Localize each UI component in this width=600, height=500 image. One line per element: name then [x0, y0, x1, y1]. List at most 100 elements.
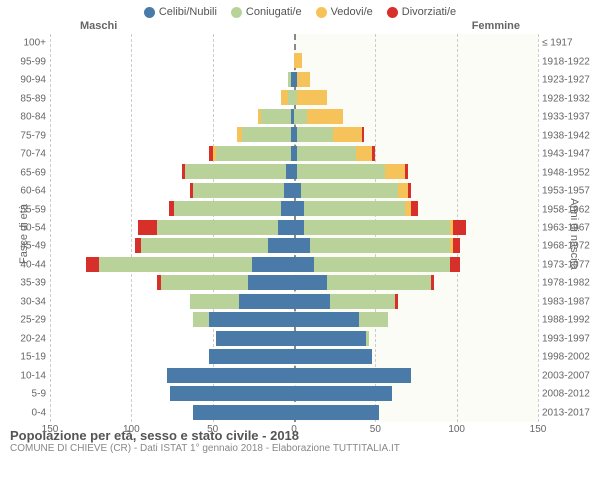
- bar-segment: [294, 53, 302, 68]
- legend-item: Divorziati/e: [387, 6, 456, 18]
- bar-segment: [294, 368, 411, 383]
- bar-segment: [193, 405, 294, 420]
- birth-year-label: ≤ 1917: [542, 38, 600, 49]
- x-tick-label: 150: [530, 424, 547, 435]
- bar-segment: [327, 275, 431, 290]
- birth-year-label: 1928-1932: [542, 93, 600, 104]
- birth-year-label: 2013-2017: [542, 407, 600, 418]
- bar-segment: [294, 109, 307, 124]
- bar-row: [50, 126, 538, 144]
- bar-segment: [86, 257, 99, 272]
- bar-female: [294, 146, 375, 161]
- bar-segment: [405, 164, 408, 179]
- age-label: 70-74: [0, 149, 46, 160]
- legend-swatch: [231, 7, 242, 18]
- bar-male: [170, 386, 294, 401]
- bar-male: [216, 331, 294, 346]
- bar-segment: [209, 349, 294, 364]
- legend-swatch: [316, 7, 327, 18]
- bar-female: [294, 183, 411, 198]
- age-label: 25-29: [0, 315, 46, 326]
- chart: Fasce di età Anni di nascita 100+95-9990…: [0, 34, 600, 422]
- age-label: 35-39: [0, 278, 46, 289]
- bar-segment: [362, 127, 364, 142]
- bar-female: [294, 312, 388, 327]
- bar-row: [50, 89, 538, 107]
- bar-female: [294, 405, 379, 420]
- bar-segment: [294, 257, 314, 272]
- legend-swatch: [144, 7, 155, 18]
- bar-row: [50, 293, 538, 311]
- bar-segment: [450, 257, 460, 272]
- x-tick-label: 0: [291, 424, 297, 435]
- bar-segment: [294, 294, 330, 309]
- age-label: 90-94: [0, 75, 46, 86]
- bar-female: [294, 386, 392, 401]
- bar-female: [294, 220, 466, 235]
- bar-segment: [281, 201, 294, 216]
- birth-year-label: 1968-1972: [542, 241, 600, 252]
- bar-segment: [398, 183, 408, 198]
- bar-segment: [297, 72, 310, 87]
- age-label: 0-4: [0, 407, 46, 418]
- plot-area: [50, 34, 538, 422]
- age-label: 55-59: [0, 204, 46, 215]
- bar-segment: [193, 312, 209, 327]
- birth-year-label: 1958-1962: [542, 204, 600, 215]
- x-tick-label: 150: [42, 424, 59, 435]
- bar-female: [294, 109, 343, 124]
- bar-segment: [356, 146, 372, 161]
- bar-segment: [366, 331, 369, 346]
- bar-male: [182, 164, 294, 179]
- bar-segment: [304, 220, 450, 235]
- bar-segment: [216, 331, 294, 346]
- age-label: 60-64: [0, 186, 46, 197]
- age-label: 95-99: [0, 56, 46, 67]
- bar-male: [209, 349, 294, 364]
- bar-segment: [252, 257, 294, 272]
- bar-female: [294, 275, 434, 290]
- bar-segment: [239, 294, 294, 309]
- bar-segment: [294, 405, 379, 420]
- legend-label: Divorziati/e: [402, 6, 456, 18]
- bar-row: [50, 274, 538, 292]
- bar-male: [193, 405, 294, 420]
- legend-label: Vedovi/e: [331, 6, 373, 18]
- bar-male: [190, 294, 294, 309]
- legend-label: Coniugati/e: [246, 6, 302, 18]
- bar-segment: [161, 275, 249, 290]
- age-label: 100+: [0, 38, 46, 49]
- bar-female: [294, 368, 411, 383]
- bar-segment: [330, 294, 395, 309]
- bar-male: [169, 201, 294, 216]
- bar-row: [50, 348, 538, 366]
- bar-segment: [157, 220, 277, 235]
- bar-segment: [294, 220, 304, 235]
- birth-year-label: 1923-1927: [542, 75, 600, 86]
- bar-row: [50, 404, 538, 422]
- bar-segment: [185, 164, 286, 179]
- bar-segment: [248, 275, 294, 290]
- bar-segment: [193, 183, 284, 198]
- bar-segment: [431, 275, 434, 290]
- birth-year-label: 2008-2012: [542, 389, 600, 400]
- bar-segment: [297, 146, 356, 161]
- bar-row: [50, 108, 538, 126]
- bar-female: [294, 294, 398, 309]
- bar-female: [294, 257, 460, 272]
- age-label: 50-54: [0, 223, 46, 234]
- age-label: 65-69: [0, 167, 46, 178]
- bar-segment: [294, 349, 372, 364]
- bar-male: [209, 146, 294, 161]
- bar-row: [50, 34, 538, 52]
- bar-segment: [453, 220, 466, 235]
- bar-segment: [216, 146, 291, 161]
- age-label: 5-9: [0, 389, 46, 400]
- bar-female: [294, 201, 418, 216]
- bar-segment: [170, 386, 294, 401]
- bar-female: [294, 53, 302, 68]
- bar-segment: [141, 238, 268, 253]
- bar-segment: [372, 146, 375, 161]
- bar-segment: [278, 220, 294, 235]
- bar-male: [138, 220, 294, 235]
